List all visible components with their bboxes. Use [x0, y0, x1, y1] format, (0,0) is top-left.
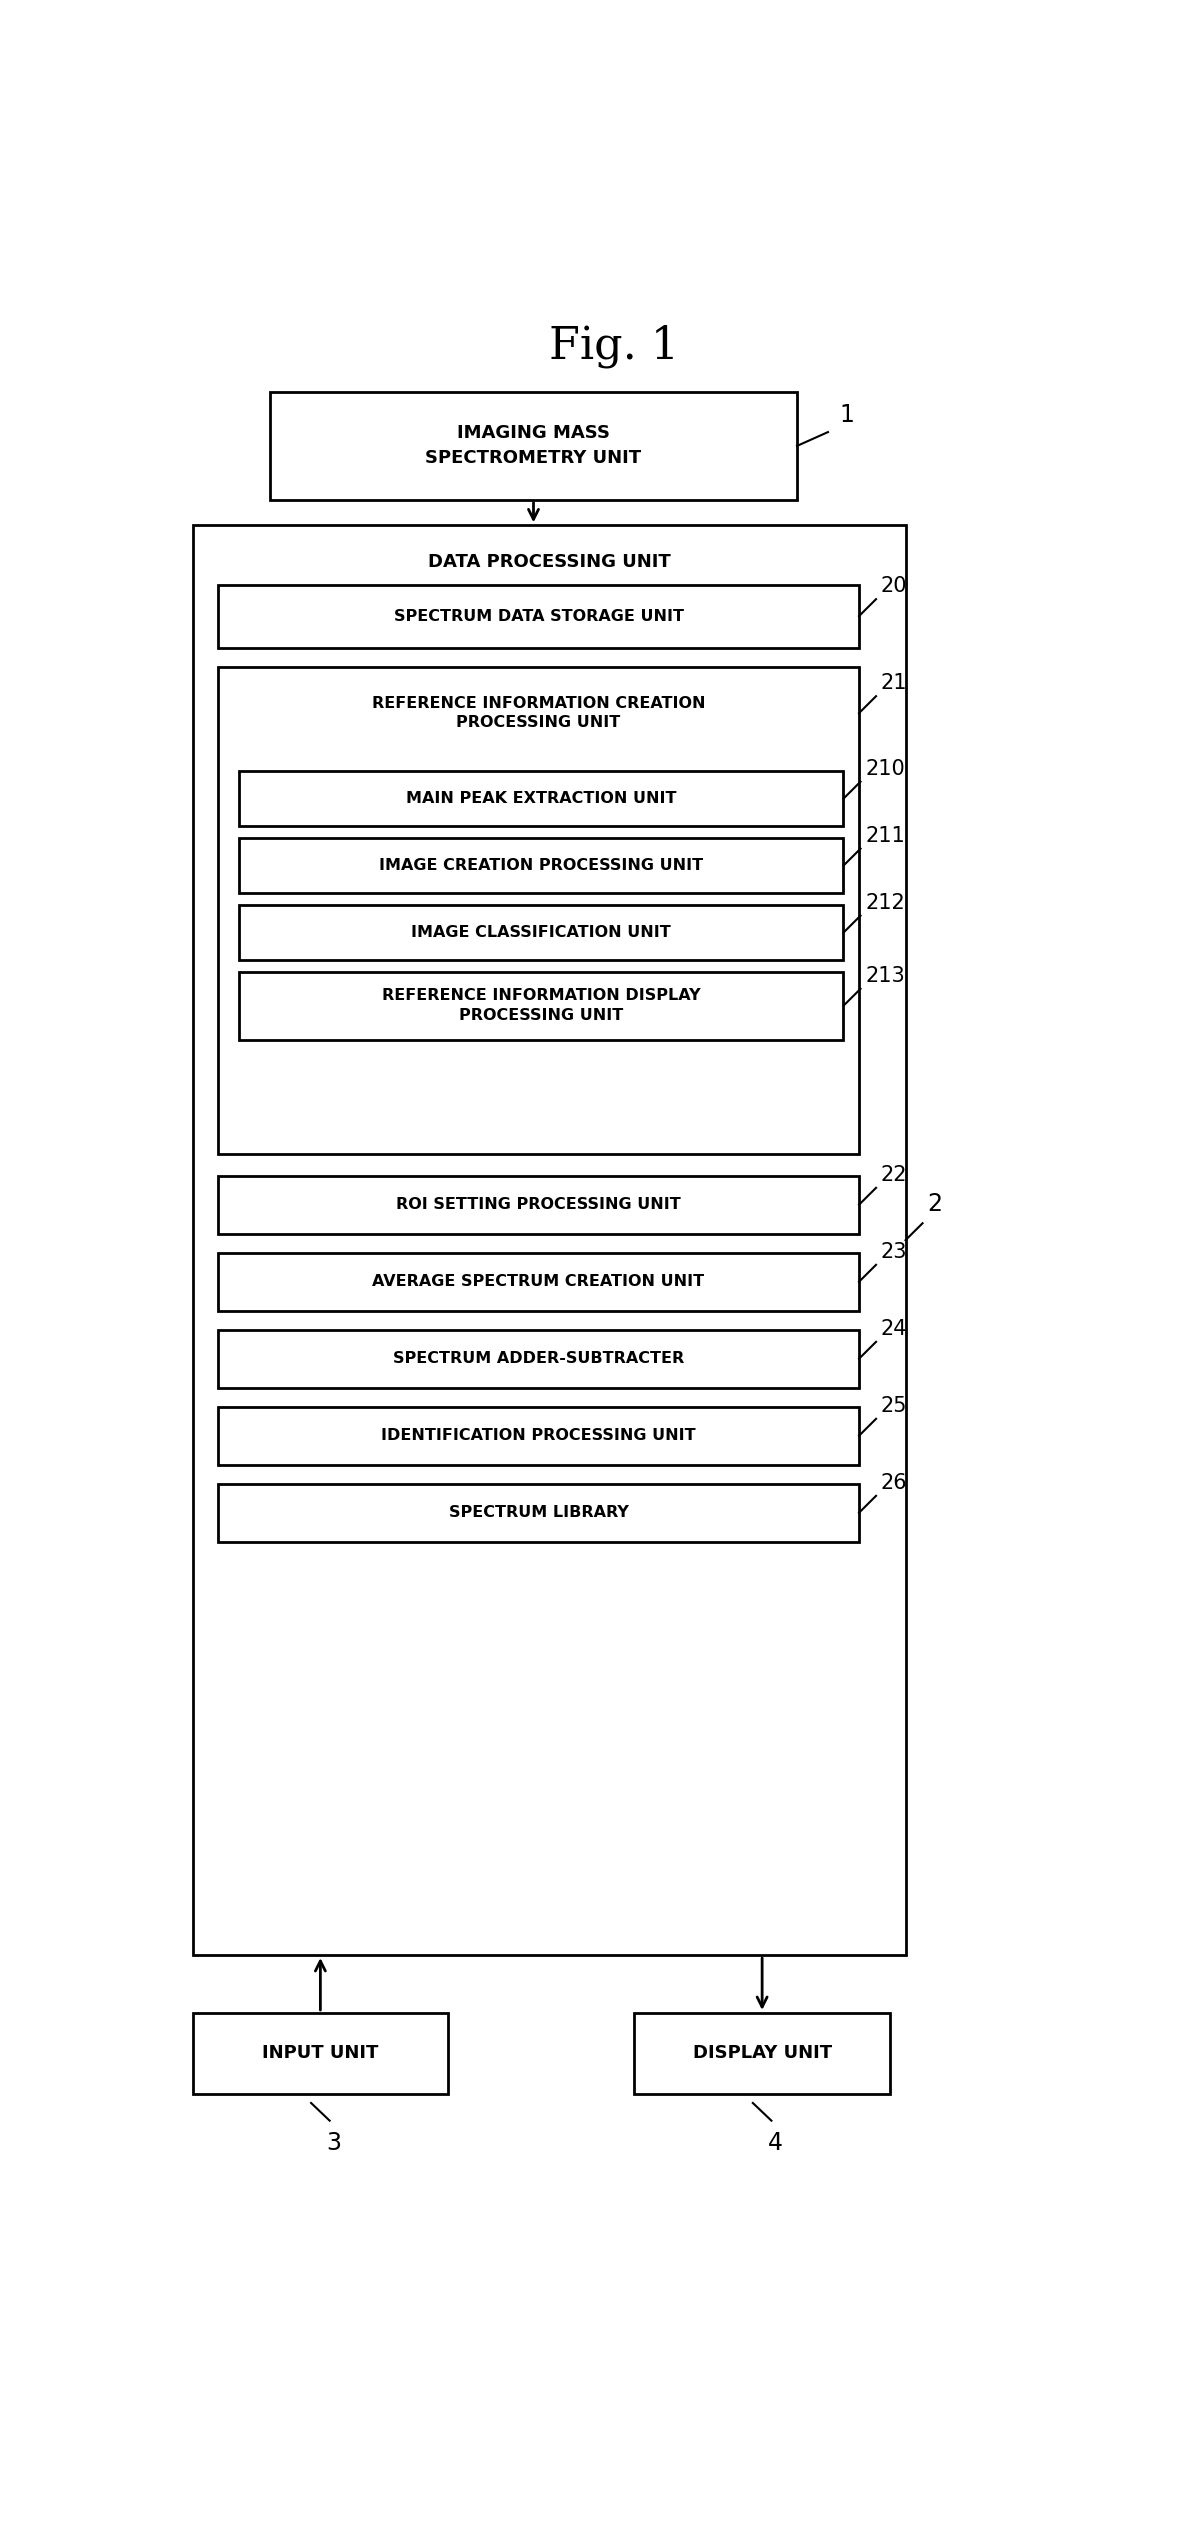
Bar [270, 392, 797, 501]
Text: 2: 2 [927, 1191, 942, 1216]
Text: 212: 212 [866, 893, 905, 913]
Text: 24: 24 [881, 1318, 908, 1338]
Text: IMAGE CLASSIFICATION UNIT: IMAGE CLASSIFICATION UNIT [411, 926, 671, 941]
Text: 25: 25 [881, 1396, 908, 1416]
Text: DATA PROCESSING UNIT: DATA PROCESSING UNIT [428, 554, 670, 572]
Text: 20: 20 [881, 577, 908, 597]
Bar [634, 2013, 890, 2094]
Bar [193, 2013, 448, 2094]
Text: 23: 23 [881, 1242, 908, 1262]
Text: Fig. 1: Fig. 1 [549, 324, 680, 367]
Text: 210: 210 [866, 759, 905, 779]
Text: AVERAGE SPECTRUM CREATION UNIT: AVERAGE SPECTRUM CREATION UNIT [373, 1275, 705, 1290]
Text: 21: 21 [881, 673, 908, 693]
Bar [218, 1252, 858, 1310]
Bar [218, 584, 858, 647]
Bar [218, 1176, 858, 1234]
Text: REFERENCE INFORMATION CREATION
PROCESSING UNIT: REFERENCE INFORMATION CREATION PROCESSIN… [372, 695, 705, 731]
Bar [239, 905, 844, 961]
Text: IMAGE CREATION PROCESSING UNIT: IMAGE CREATION PROCESSING UNIT [379, 857, 704, 873]
Text: SPECTRUM DATA STORAGE UNIT: SPECTRUM DATA STORAGE UNIT [393, 609, 683, 625]
Text: 1: 1 [839, 402, 855, 427]
Bar [218, 1485, 858, 1543]
Text: 26: 26 [881, 1472, 908, 1492]
Bar [218, 1330, 858, 1388]
Bar [239, 837, 844, 893]
Text: REFERENCE INFORMATION DISPLAY
PROCESSING UNIT: REFERENCE INFORMATION DISPLAY PROCESSING… [382, 989, 700, 1024]
Text: DISPLAY UNIT: DISPLAY UNIT [693, 2043, 832, 2061]
Text: SPECTRUM LIBRARY: SPECTRUM LIBRARY [448, 1505, 628, 1520]
Text: 22: 22 [881, 1166, 908, 1184]
Text: IDENTIFICATION PROCESSING UNIT: IDENTIFICATION PROCESSING UNIT [381, 1429, 695, 1444]
Text: 213: 213 [866, 966, 905, 986]
Bar [239, 771, 844, 827]
Bar [218, 1406, 858, 1464]
Text: INPUT UNIT: INPUT UNIT [263, 2043, 379, 2061]
Text: MAIN PEAK EXTRACTION UNIT: MAIN PEAK EXTRACTION UNIT [406, 792, 676, 807]
Bar [193, 526, 905, 1955]
Bar [239, 971, 844, 1039]
Text: ROI SETTING PROCESSING UNIT: ROI SETTING PROCESSING UNIT [396, 1196, 681, 1211]
Text: IMAGING MASS
SPECTROMETRY UNIT: IMAGING MASS SPECTROMETRY UNIT [426, 425, 641, 468]
Text: 4: 4 [769, 2132, 783, 2155]
Text: 211: 211 [866, 824, 905, 845]
Bar [218, 668, 858, 1153]
Text: 3: 3 [326, 2132, 342, 2155]
Text: SPECTRUM ADDER-SUBTRACTER: SPECTRUM ADDER-SUBTRACTER [393, 1350, 685, 1366]
